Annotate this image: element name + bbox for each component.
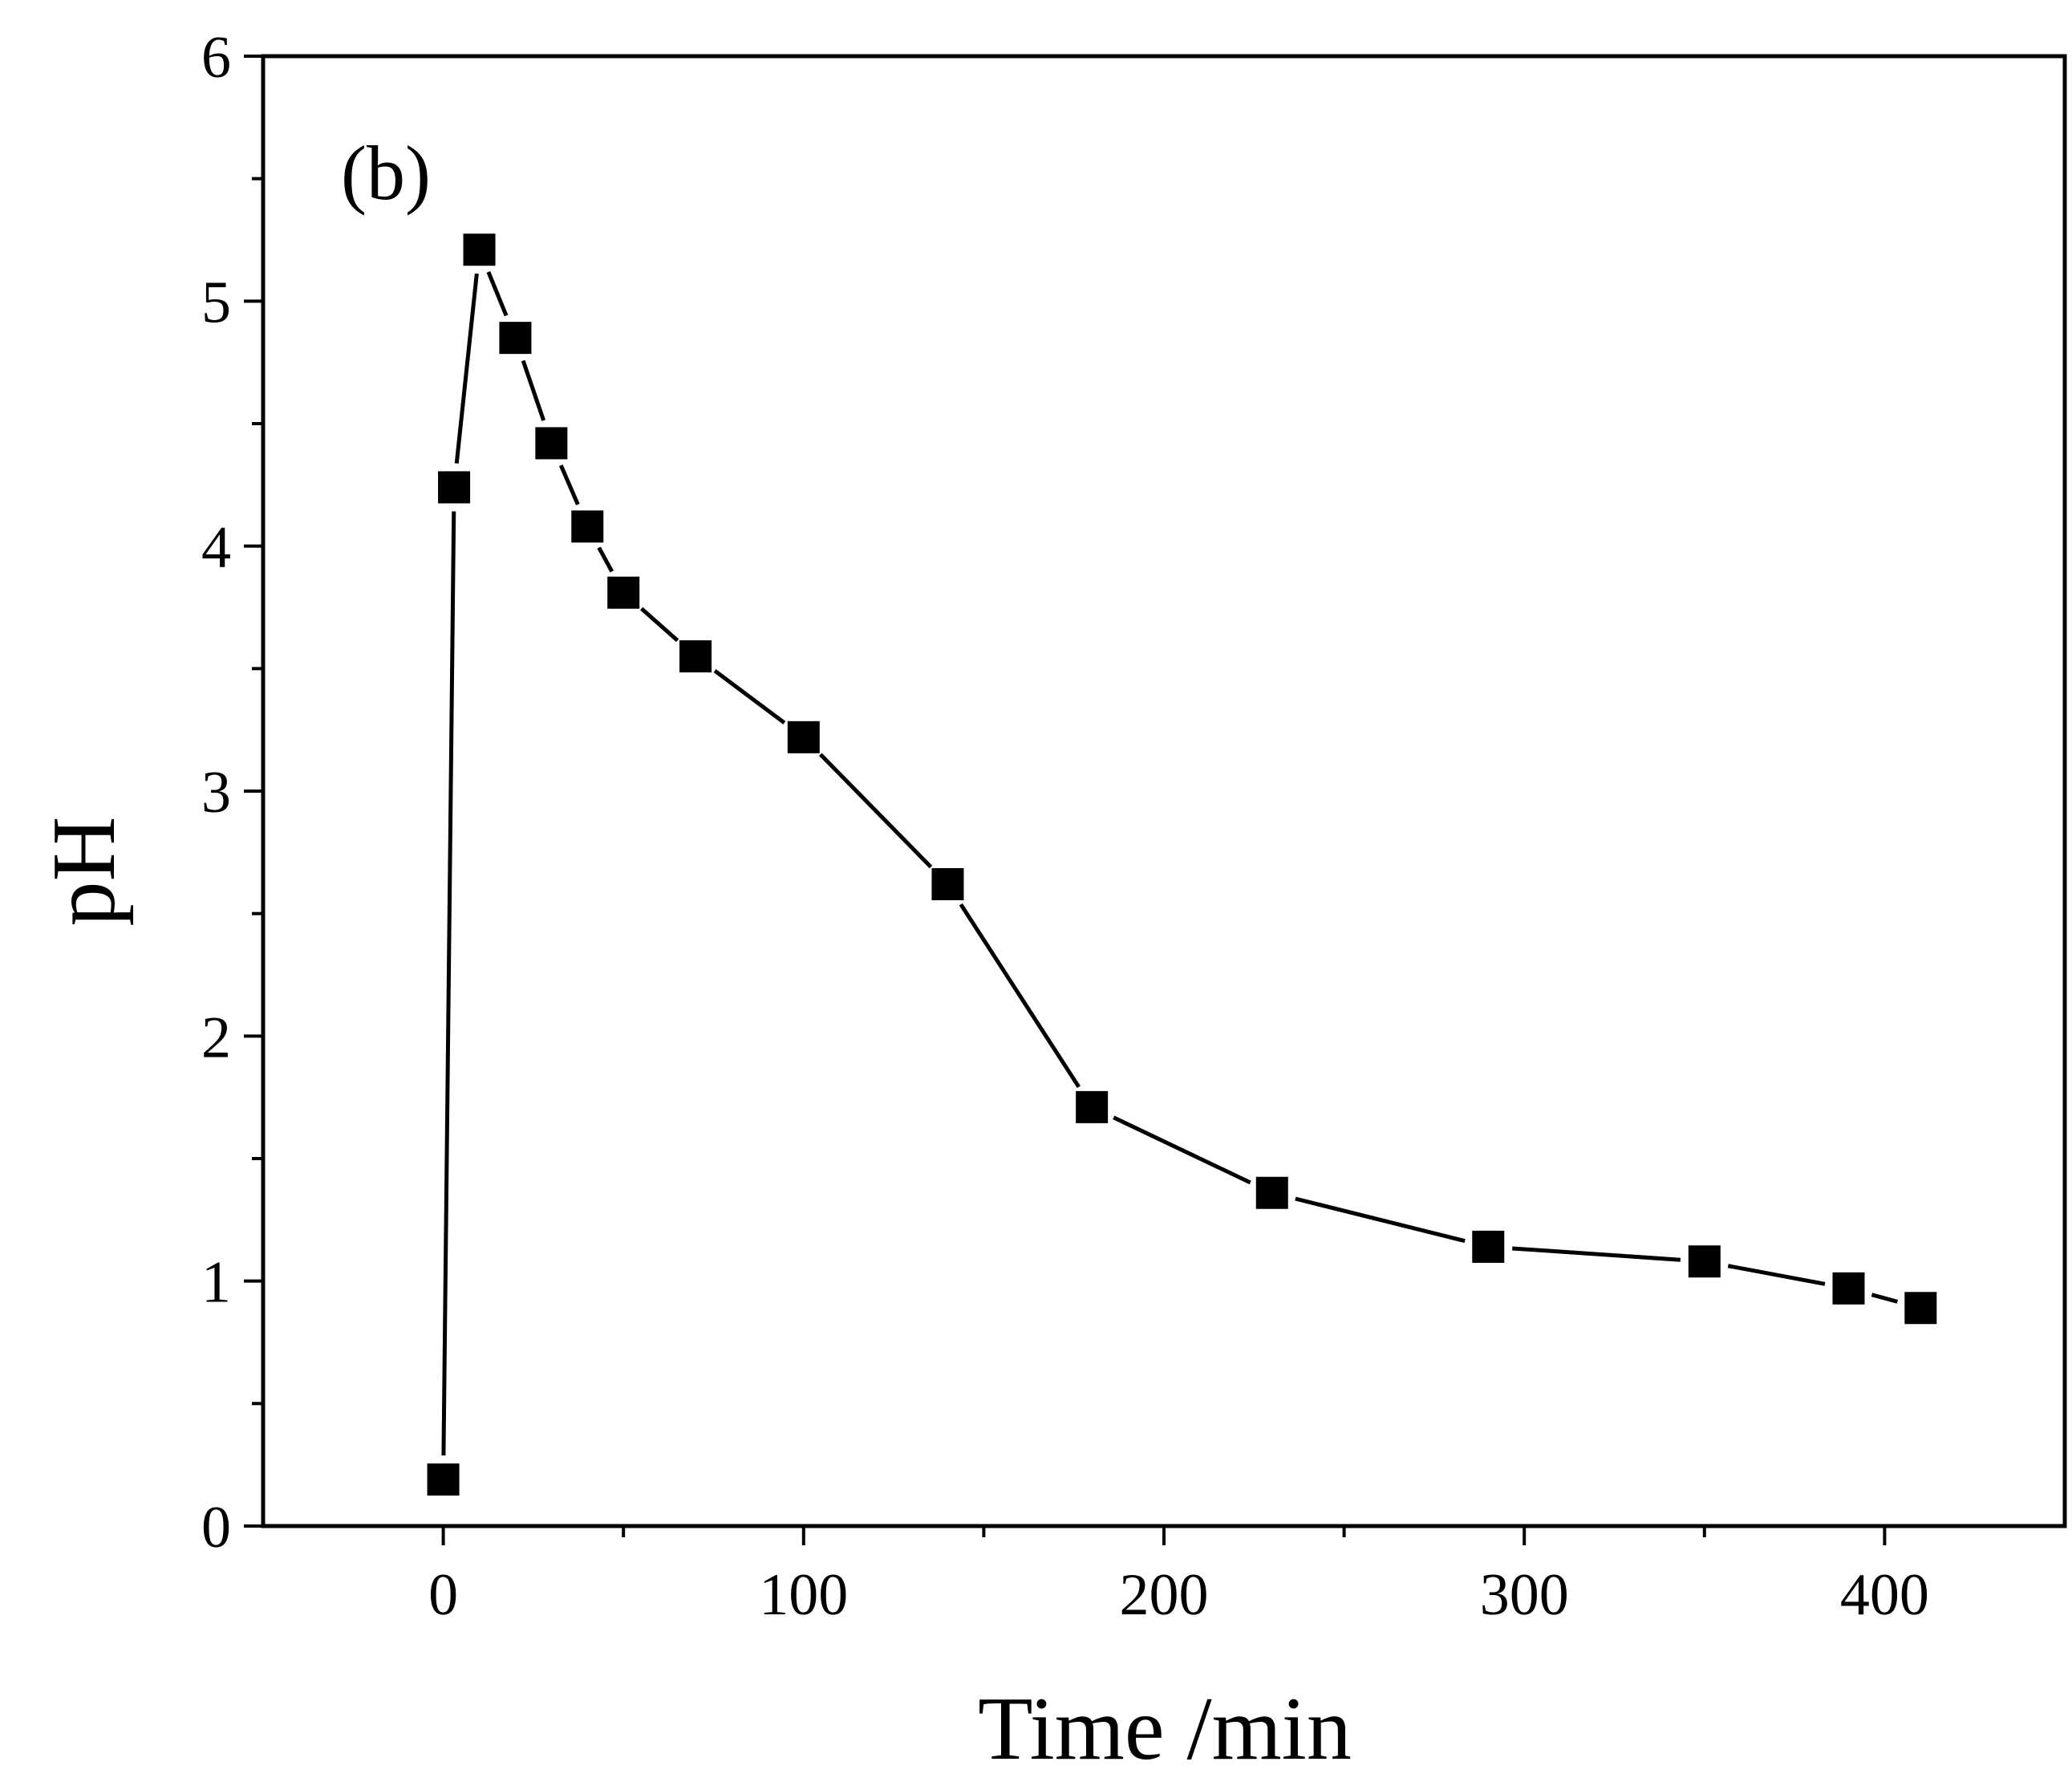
- data-point-marker: [679, 640, 712, 673]
- data-point-marker: [463, 233, 496, 266]
- y-tick-label: 0: [201, 1495, 231, 1561]
- series-line-segment: [1113, 1115, 1251, 1185]
- series-line-segment: [713, 669, 786, 725]
- data-point-marker: [787, 720, 820, 753]
- x-tick-label: 200: [1120, 1562, 1209, 1628]
- data-point-marker: [427, 1463, 460, 1496]
- data-point-marker: [607, 576, 640, 609]
- series-line-segment: [558, 464, 580, 505]
- data-point-marker: [1076, 1090, 1109, 1123]
- x-tick-label: 300: [1480, 1562, 1569, 1628]
- data-point-marker: [535, 427, 568, 460]
- series-line-segment: [819, 753, 933, 869]
- series-line-segment: [1871, 1293, 1899, 1304]
- y-tick-label: 5: [201, 270, 231, 335]
- series-line-segment: [486, 271, 509, 317]
- y-tick-label: 2: [201, 1005, 231, 1070]
- y-tick-label: 4: [201, 515, 231, 581]
- data-point-marker: [1472, 1230, 1505, 1263]
- data-point-marker: [499, 322, 532, 355]
- x-tick-label: 0: [428, 1562, 458, 1628]
- series-line-segment: [441, 511, 456, 1456]
- plot-area-frame: [261, 54, 2067, 1528]
- y-tick-label: 3: [201, 760, 231, 826]
- data-point-marker: [1904, 1292, 1937, 1325]
- series-line-segment: [521, 359, 546, 421]
- series-line-group: [441, 271, 1899, 1456]
- x-axis-title: Time /min: [978, 1679, 1352, 1779]
- series-line-segment: [1512, 1246, 1681, 1262]
- x-tick-label: 100: [759, 1562, 848, 1628]
- data-point-marker: [438, 471, 471, 504]
- axis-tick-labels: 0 100 200 300 400 0 1 2 3 4 5 6: [201, 25, 1929, 1628]
- series-points-group: [427, 233, 1937, 1496]
- y-tick-label: 1: [201, 1250, 231, 1316]
- series-line-segment: [454, 273, 479, 464]
- data-point-marker: [571, 510, 604, 543]
- y-tick-label: 6: [201, 25, 231, 91]
- panel-label: (b): [341, 130, 431, 216]
- series-line-segment: [959, 903, 1081, 1089]
- series-line-segment: [1295, 1196, 1466, 1244]
- x-tick-label: 400: [1840, 1562, 1929, 1628]
- data-point-marker: [1255, 1176, 1288, 1209]
- series-line-segment: [640, 607, 679, 643]
- series-line-segment: [597, 546, 614, 573]
- series-line-segment: [1727, 1264, 1826, 1286]
- data-point-marker: [1832, 1272, 1865, 1305]
- data-point-marker: [1688, 1245, 1721, 1278]
- data-point-marker: [931, 868, 964, 901]
- y-axis-title: pH: [34, 817, 134, 927]
